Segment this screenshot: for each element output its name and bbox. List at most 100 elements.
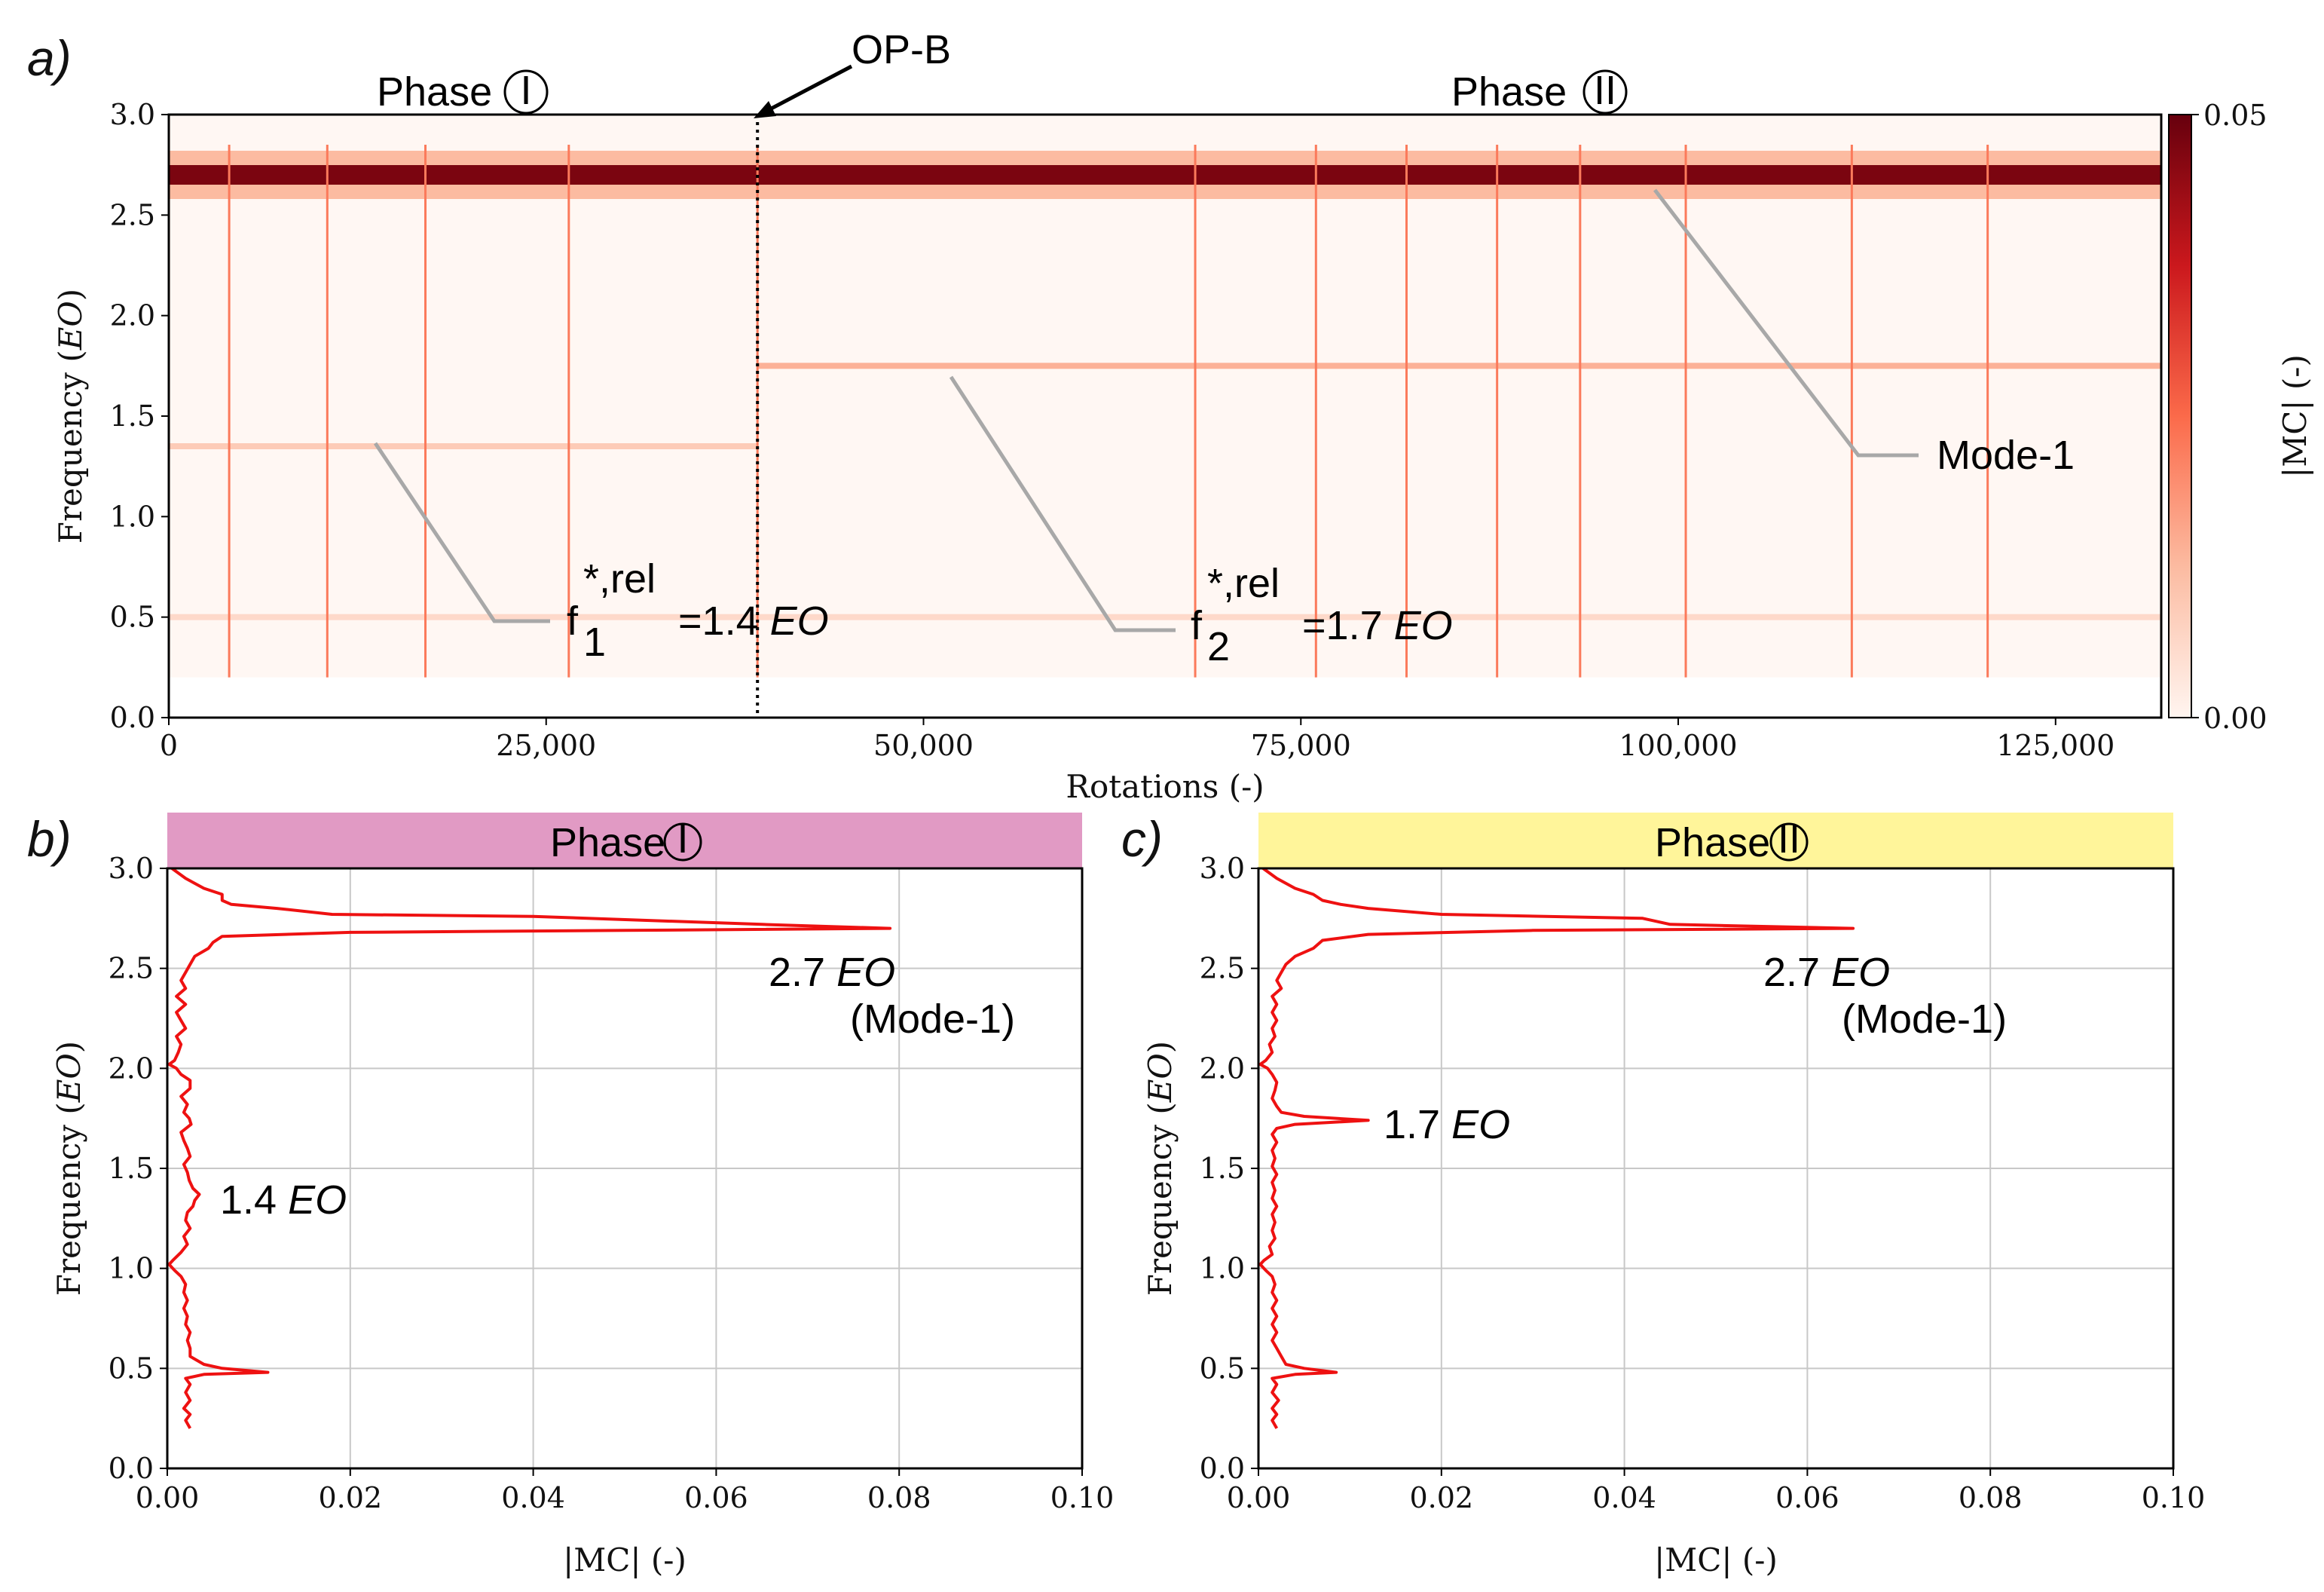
c-x-tick-label: 0.04 <box>1592 1481 1656 1514</box>
a-x-tick-label: 0 <box>160 729 178 762</box>
f1-value: =1.4 EO <box>678 599 829 644</box>
b-x-tick-label: 0.02 <box>318 1481 382 1514</box>
heatmap-empty-region <box>169 677 2161 718</box>
phase1-numeral-circle <box>503 69 549 115</box>
b-y-tick-label: 3.0 <box>109 852 154 885</box>
heatmap-layer <box>169 145 2161 718</box>
a-x-tick-label: 50,000 <box>873 729 974 762</box>
phase1-label: Phase I <box>377 68 549 115</box>
panel-c-grid <box>1258 868 2174 1469</box>
a-x-tick-label: 25,000 <box>496 729 596 762</box>
b-y-tick-label: 2.5 <box>109 952 154 985</box>
colorbar-min-label: 0.00 <box>2203 702 2267 735</box>
panel-c-peak-annotation: 2.7 EO <box>1763 950 1890 995</box>
heatmap-band-0 <box>169 165 2161 185</box>
panel-c-frame <box>1257 867 2175 1470</box>
op-b-label: OP-B <box>852 27 951 72</box>
panel-b-y-label: Frequency (EO) <box>50 1041 87 1296</box>
svg-text:Phase: Phase <box>1655 820 1770 865</box>
panel-c-series-line <box>1258 867 1855 1429</box>
b-y-tick-label: 0.5 <box>109 1352 154 1385</box>
b-x-tick-label: 0.08 <box>867 1481 931 1514</box>
svg-text:II: II <box>1778 816 1800 862</box>
panel-b-series-line <box>167 867 892 1429</box>
panel-c-x-ticks: 0.00 0.02 0.04 0.06 0.08 0.10 <box>1227 1468 2206 1514</box>
svg-text:I: I <box>677 816 688 862</box>
panel-b-header-band <box>167 813 1082 868</box>
b-x-tick-label: 0.06 <box>684 1481 748 1514</box>
f1-annotation: f <box>567 599 579 644</box>
panel-a-spectrogram: a) 0 25,000 50,000 75,000 100,000 125,000 0.0… <box>27 27 2313 805</box>
panel-b-minor-annotation: 1.4 EO <box>220 1177 347 1223</box>
svg-text:Phase: Phase <box>550 820 665 865</box>
panel-c-peak-mode: (Mode-1) <box>1842 997 2007 1042</box>
svg-text:II: II <box>1594 68 1616 113</box>
heatmap-band-1 <box>169 443 758 449</box>
colorbar <box>2168 114 2192 718</box>
panel-c-header-band <box>1258 813 2173 868</box>
colorbar-max-label: 0.05 <box>2203 99 2267 132</box>
panel-c-header: Phase II <box>1655 816 1809 865</box>
f2-value: =1.7 EO <box>1302 603 1453 648</box>
b-x-tick-label: 0.04 <box>501 1481 565 1514</box>
a-y-tick-label: 3.0 <box>110 98 155 131</box>
op-b-arrow <box>761 64 853 115</box>
a-y-tick-label: 2.0 <box>110 299 155 332</box>
panel-a-x-ticks: 0 25,000 50,000 75,000 100,000 125,000 <box>160 718 2115 762</box>
a-y-tick-label: 2.5 <box>110 198 155 231</box>
c-x-tick-label: 0.02 <box>1409 1481 1473 1514</box>
c-x-tick-label: 0.00 <box>1227 1481 1291 1514</box>
heatmap-band-3 <box>169 614 2161 620</box>
heatmap-band-2 <box>757 363 2161 369</box>
panel-a-y-ticks: 0.0 0.5 1.0 1.5 2.0 2.5 3.0 <box>110 98 169 734</box>
panel-c-letter: c) <box>1121 811 1163 867</box>
b-x-tick-label: 0.10 <box>1050 1481 1115 1514</box>
svg-text:Phase: Phase <box>377 69 492 115</box>
a-x-tick-label: 125,000 <box>1996 729 2115 762</box>
a-y-tick-label: 1.5 <box>110 400 155 433</box>
svg-text:I: I <box>520 68 531 113</box>
panel-a-letter: a) <box>27 30 72 86</box>
panel-c-y-ticks: 0.0 0.5 1.0 1.5 2.0 2.5 3.0 <box>1200 852 1258 1485</box>
svg-text:Phase: Phase <box>1451 69 1567 115</box>
mode1-annotation: Mode-1 <box>1937 433 2075 478</box>
c-y-tick-label: 0.0 <box>1200 1452 1245 1485</box>
panel-b-letter: b) <box>27 811 72 867</box>
f1-leader-line <box>373 442 550 623</box>
f2-superscript: *,rel <box>1207 561 1280 606</box>
panel-b-peak-annotation: 2.7 EO <box>769 950 895 995</box>
panel-b-x-ticks: 0.00 0.02 0.04 0.06 0.08 0.10 <box>136 1468 1115 1514</box>
b-y-tick-label: 0.0 <box>109 1452 154 1485</box>
panel-b-header: Phase I <box>550 816 702 865</box>
c-x-tick-label: 0.10 <box>2142 1481 2206 1514</box>
panel-c-numeral-circle <box>1769 822 1809 862</box>
f2-annotation: f <box>1191 603 1203 648</box>
a-y-tick-label: 0.5 <box>110 601 155 634</box>
panel-c-minor-annotation: 1.7 EO <box>1384 1102 1510 1147</box>
panel-b-peak-mode: (Mode-1) <box>850 997 1015 1042</box>
c-y-tick-label: 3.0 <box>1200 852 1245 885</box>
panel-b-y-ticks: 0.0 0.5 1.0 1.5 2.0 2.5 3.0 <box>109 852 167 1485</box>
heatmap-background <box>169 115 2161 718</box>
b-y-tick-label: 1.5 <box>109 1152 154 1185</box>
panel-b-numeral-circle <box>663 822 702 862</box>
c-y-tick-label: 2.0 <box>1200 1052 1245 1085</box>
c-y-tick-label: 1.0 <box>1200 1252 1245 1285</box>
mode1-leader-line <box>1653 188 1919 458</box>
panel-b-grid <box>167 868 1083 1469</box>
f1-subscript: 1 <box>583 620 606 665</box>
b-y-tick-label: 1.0 <box>109 1252 154 1285</box>
b-x-tick-label: 0.00 <box>136 1481 200 1514</box>
c-y-tick-label: 2.5 <box>1200 952 1245 985</box>
c-y-tick-label: 0.5 <box>1200 1352 1245 1385</box>
a-y-tick-label: 0.0 <box>110 701 155 734</box>
b-y-tick-label: 2.0 <box>109 1052 154 1085</box>
a-x-tick-label: 100,000 <box>1619 729 1737 762</box>
panel-a-y-label: Frequency (EO) <box>52 289 89 543</box>
f1-superscript: *,rel <box>583 556 656 602</box>
a-x-tick-label: 75,000 <box>1251 729 1351 762</box>
colorbar-label: |MC| (-) <box>2277 354 2313 478</box>
a-y-tick-label: 1.0 <box>110 500 155 533</box>
panel-c-x-label: |MC| (-) <box>1654 1541 1778 1578</box>
